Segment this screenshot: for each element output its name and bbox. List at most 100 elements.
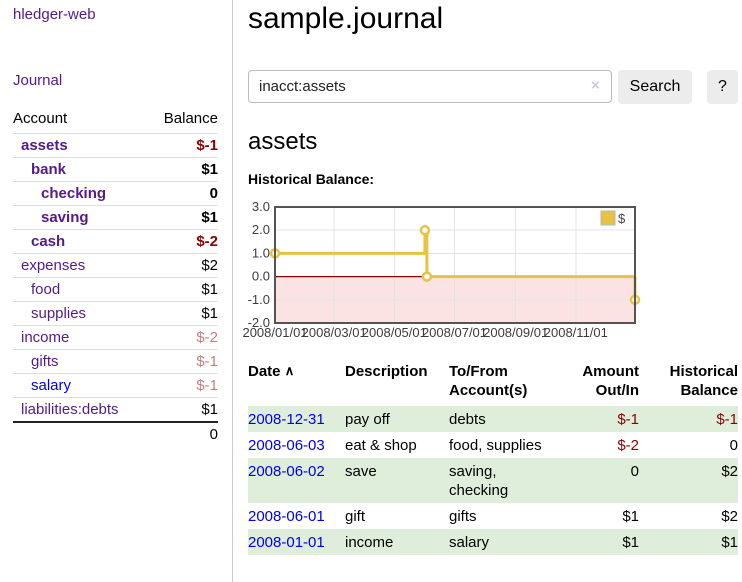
app-title-link[interactable]: hledger-web: [13, 6, 96, 23]
chart-title: Historical Balance:: [248, 171, 375, 187]
account-balance: $-2: [196, 329, 218, 346]
help-button[interactable]: ?: [707, 70, 738, 104]
account-row: bank $1: [13, 157, 218, 181]
account-link-liabilities-debts[interactable]: liabilities:debts: [21, 401, 119, 418]
svg-text:3.0: 3.0: [252, 199, 270, 214]
chart-legend: $: [600, 210, 626, 226]
account-row: expenses $2: [13, 253, 218, 277]
svg-text:2008/11/01: 2008/11/01: [544, 325, 608, 340]
account-balance: $1: [201, 281, 218, 298]
accounts-rows: assets $-1 bank $1 checking 0 saving $1 cash $-2 e…: [13, 133, 218, 421]
register-row: 2008-06-03 eat & shop food, supplies $-2 0: [248, 432, 738, 458]
account-balance: $1: [201, 401, 218, 418]
account-link-income[interactable]: income: [21, 329, 70, 346]
column-header-description: Description: [345, 363, 428, 380]
sort-ascending-icon: ∧: [284, 363, 295, 378]
search-input[interactable]: [248, 70, 612, 103]
account-row: checking 0: [13, 181, 218, 205]
svg-text:1.0: 1.0: [252, 245, 270, 260]
account-row: food $1: [13, 277, 218, 301]
account-link-bank[interactable]: bank: [31, 161, 67, 178]
account-row: gifts $-1: [13, 349, 218, 373]
svg-text:-1.0: -1.0: [248, 292, 270, 307]
transaction-balance: $2: [721, 463, 738, 480]
transaction-date-link[interactable]: 2008-06-03: [248, 437, 325, 454]
column-header-balance: Historical Balance: [669, 363, 738, 399]
transaction-date-link[interactable]: 2008-06-01: [248, 508, 325, 525]
main-content: sample.journal × Search ? assets Histori…: [242, 0, 742, 582]
svg-text:2008/03/01: 2008/03/01: [302, 325, 367, 340]
transaction-accounts: saving, checking: [449, 463, 509, 499]
account-link-gifts[interactable]: gifts: [31, 353, 59, 370]
account-balance: $1: [201, 305, 218, 322]
transaction-date-link[interactable]: 2008-12-31: [248, 411, 325, 428]
sidebar: hledger-web Journal Account Balance asse…: [0, 0, 233, 582]
account-balance: $1: [201, 209, 218, 226]
account-row: saving $1: [13, 205, 218, 229]
register-table: Date ∧ Description To/From Account(s) Am…: [248, 362, 738, 555]
transaction-description: income: [345, 534, 394, 551]
sidebar-item-journal[interactable]: Journal: [13, 72, 63, 89]
account-link-cash[interactable]: cash: [31, 233, 66, 250]
account-row: supplies $1: [13, 301, 218, 325]
register-row: 2008-01-01 income salary $1 $1: [248, 529, 738, 555]
account-link-supplies[interactable]: supplies: [31, 305, 87, 322]
transaction-balance: $2: [721, 508, 738, 525]
account-link-salary[interactable]: salary: [31, 377, 72, 394]
transaction-accounts: debts: [449, 411, 486, 428]
transaction-amount: 0: [630, 463, 639, 480]
account-link-checking[interactable]: checking: [41, 185, 107, 202]
account-balance: $-2: [196, 233, 218, 250]
svg-text:2008/01/01: 2008/01/01: [242, 325, 307, 340]
historical-balance-chart: 3.0 2.0 1.0 0.0 -1.0 -2.0 2008/01/01 2008/03/01…: [242, 199, 742, 346]
search-form: × Search ?: [248, 70, 742, 104]
column-header-amount: Amount Out/In: [582, 363, 639, 399]
account-row: salary $-1: [13, 373, 218, 397]
svg-text:-2.0: -2.0: [248, 315, 270, 330]
account-row: cash $-2: [13, 229, 218, 253]
transaction-accounts: food, supplies: [449, 437, 542, 454]
search-button[interactable]: Search: [618, 70, 692, 104]
svg-text:2008/07/01: 2008/07/01: [422, 325, 487, 340]
transaction-balance: $1: [721, 534, 738, 551]
account-row: assets $-1: [13, 133, 218, 157]
account-balance: $-1: [196, 137, 218, 154]
account-heading: assets: [248, 128, 318, 155]
transaction-date-link[interactable]: 2008-06-02: [248, 463, 325, 480]
account-balance: $2: [201, 257, 218, 274]
transaction-date-link[interactable]: 2008-01-01: [248, 534, 325, 551]
register-row: 2008-06-01 gift gifts $1 $2: [248, 503, 738, 529]
account-balance: $-1: [196, 377, 218, 394]
transaction-accounts: gifts: [449, 508, 477, 525]
account-link-expenses[interactable]: expenses: [21, 257, 86, 274]
svg-text:2008/05/01: 2008/05/01: [362, 325, 427, 340]
column-header-accounts: To/From Account(s): [449, 363, 528, 399]
transaction-accounts: salary: [449, 534, 490, 551]
svg-text:2008/09/01: 2008/09/01: [483, 325, 548, 340]
accounts-header-account: Account: [13, 110, 68, 127]
account-link-food[interactable]: food: [31, 281, 61, 298]
account-balance: 0: [209, 185, 218, 202]
transaction-balance: 0: [729, 437, 738, 454]
clear-search-icon[interactable]: ×: [591, 77, 600, 94]
register-header-row: Date ∧ Description To/From Account(s) Am…: [248, 362, 738, 406]
transaction-description: pay off: [345, 411, 390, 428]
account-link-assets[interactable]: assets: [21, 137, 68, 154]
transaction-amount: $-1: [617, 411, 639, 428]
transaction-balance: $-1: [716, 411, 738, 428]
transaction-amount: $1: [622, 534, 639, 551]
register-row: 2008-06-02 save saving, checking 0 $2: [248, 458, 738, 503]
accounts-total-value: 0: [209, 426, 218, 443]
account-link-saving[interactable]: saving: [41, 209, 89, 226]
register-row: 2008-12-31 pay off debts $-1 $-1: [248, 406, 738, 432]
transaction-amount: $1: [622, 508, 639, 525]
accounts-tree: Account Balance assets $-1 bank $1 checking 0…: [13, 108, 218, 446]
transaction-description: eat & shop: [345, 437, 417, 454]
column-header-date[interactable]: Date ∧: [248, 362, 345, 406]
accounts-total-row: 0: [13, 421, 218, 446]
account-row: income $-2: [13, 325, 218, 349]
transaction-description: gift: [345, 508, 366, 525]
svg-text:$: $: [618, 211, 626, 226]
account-row: liabilities:debts $1: [13, 397, 218, 421]
transaction-description: save: [345, 463, 377, 480]
